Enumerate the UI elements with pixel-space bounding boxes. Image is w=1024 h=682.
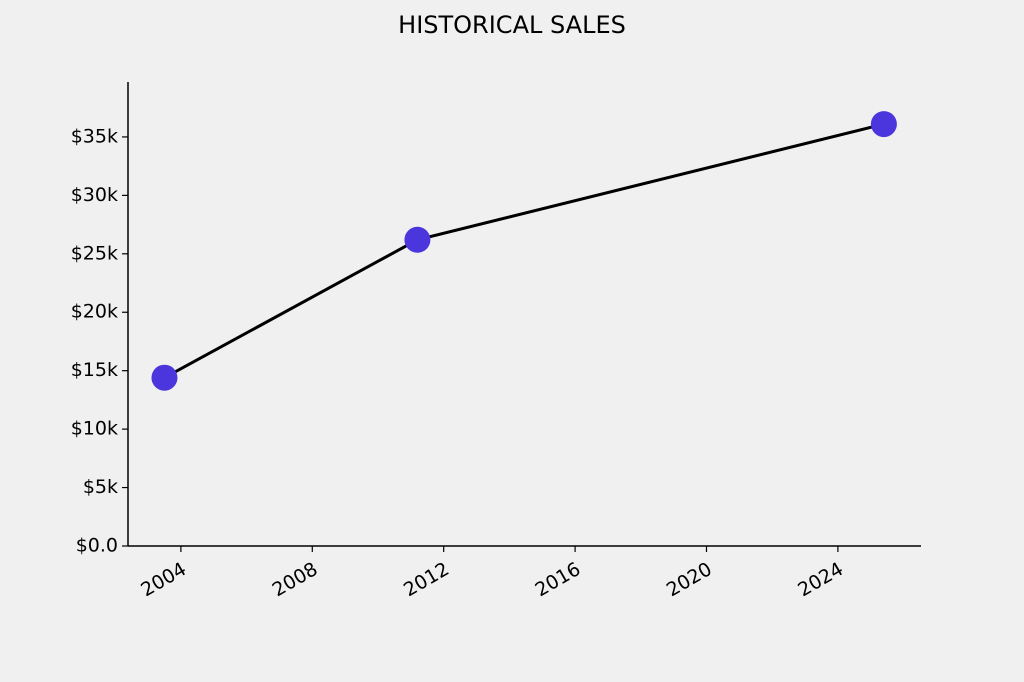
y-tick-label: $25k [71,242,118,264]
y-tick-label: $15k [71,359,118,381]
y-tick-label: $5k [83,476,118,498]
y-tick-label: $35k [71,125,118,147]
chart-title: HISTORICAL SALES [398,11,626,39]
y-tick-label: $30k [71,184,118,206]
marker [404,226,431,253]
marker [870,111,897,138]
y-tick-label: $20k [71,301,118,323]
y-tick-label: $0.0 [76,535,118,557]
y-tick-label: $10k [71,418,118,440]
marker [151,364,178,391]
